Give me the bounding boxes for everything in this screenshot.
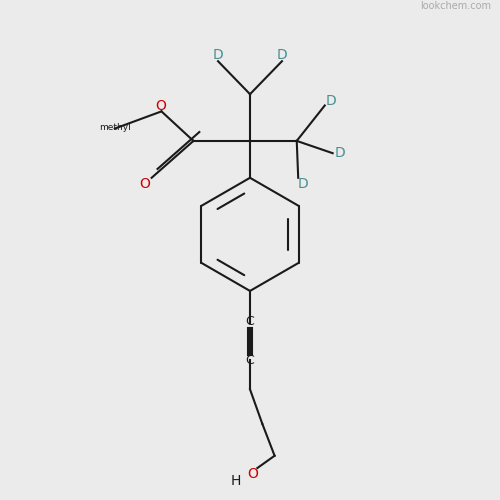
Text: D: D bbox=[326, 94, 336, 108]
Text: C: C bbox=[246, 354, 254, 368]
Text: O: O bbox=[155, 100, 166, 114]
Text: lookchem.com: lookchem.com bbox=[420, 0, 491, 10]
Text: O: O bbox=[139, 177, 149, 191]
Text: D: D bbox=[334, 146, 345, 160]
Text: methyl: methyl bbox=[99, 122, 130, 132]
Text: C: C bbox=[246, 316, 254, 328]
Text: D: D bbox=[298, 177, 308, 191]
Text: H: H bbox=[231, 474, 241, 488]
Text: D: D bbox=[276, 48, 287, 62]
Text: O: O bbox=[247, 468, 258, 481]
Text: D: D bbox=[212, 48, 224, 62]
